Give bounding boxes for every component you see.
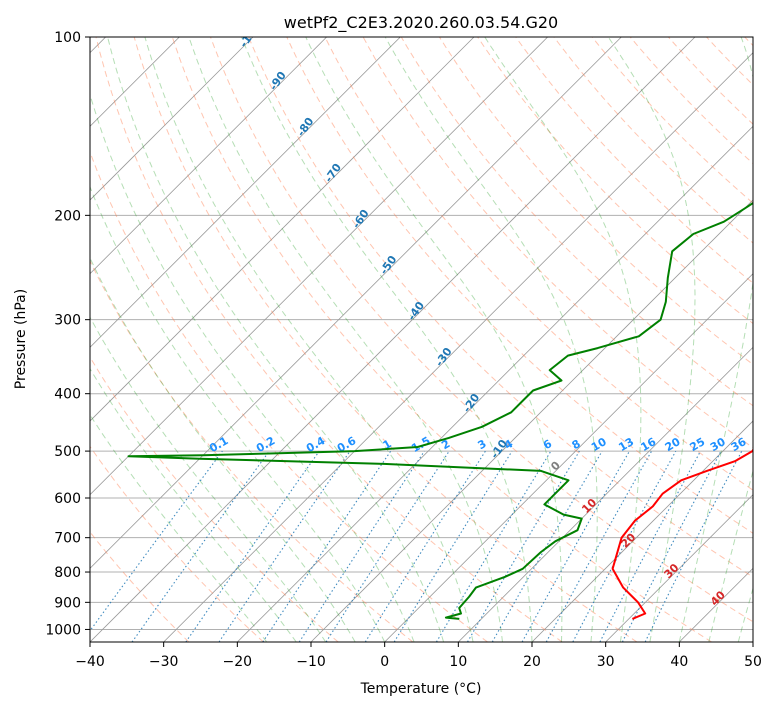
y-tick-label: 600 — [54, 491, 81, 507]
mixing-ratio-line — [325, 450, 450, 642]
mixing-ratio-line — [393, 450, 513, 642]
dry-adiabat-line — [324, 37, 753, 491]
isotherm-line — [237, 125, 753, 642]
mixing-ratio-line — [521, 450, 630, 642]
y-tick-label: 900 — [54, 595, 81, 611]
x-tick-label: 10 — [449, 654, 467, 670]
y-axis: 100 200 300 400 500 600 700 800 900 1000 — [45, 30, 90, 638]
moist-adiabat-line — [484, 37, 642, 642]
y-tick-label: 800 — [54, 565, 81, 581]
mixing-ratio-line — [298, 450, 425, 642]
dry-adiabat-line — [90, 445, 264, 642]
mixing-ratio-line — [218, 450, 351, 642]
x-tick-label: 0 — [380, 654, 389, 670]
x-axis-title: Temperature (°C) — [360, 681, 482, 697]
isotherm-line — [458, 346, 753, 642]
dry-adiabat-line — [515, 37, 753, 284]
moist-adiabat-line — [107, 37, 445, 642]
y-axis-title: Pressure (hPa) — [13, 289, 29, 389]
temperature-profile — [611, 448, 753, 620]
isotherm-line — [384, 273, 753, 642]
moist-adiabat-line — [708, 469, 753, 642]
y-tick-label: 300 — [54, 313, 81, 329]
isotherm-line — [90, 37, 622, 569]
x-tick-label: 20 — [523, 654, 541, 670]
isotherm-line — [90, 37, 327, 275]
moist-adiabat-line — [607, 37, 696, 642]
y-tick-label: 200 — [54, 208, 81, 224]
x-tick-label: 30 — [597, 654, 615, 670]
moist-adiabat-line — [241, 37, 533, 642]
moist-adiabat-line — [90, 367, 297, 642]
moist-adiabat-line — [305, 37, 563, 642]
dry-adiabat-line — [248, 37, 753, 578]
dry-adiabat-line — [400, 37, 753, 407]
dry-adiabat-line — [133, 37, 638, 642]
isotherm-line — [90, 37, 401, 348]
mixing-ratio-line — [545, 450, 653, 642]
x-tick-label: 50 — [744, 654, 762, 670]
mixing-ratio-line — [185, 450, 320, 642]
x-tick-label: −30 — [149, 654, 179, 670]
mixing-ratio-line — [262, 450, 392, 642]
chart-title: wetPf2_C2E3.2020.260.03.54.G20 — [284, 13, 558, 33]
x-axis: −40 −30 −20 −10 0 10 20 30 40 50 — [75, 642, 762, 670]
y-tick-label: 100 — [54, 30, 81, 46]
isotherm-line — [752, 641, 753, 642]
dry-adiabat-line — [171, 37, 712, 642]
dry-adiabat-line — [362, 37, 753, 449]
moist-adiabat-line — [90, 185, 386, 642]
moist-adiabat-line — [144, 37, 474, 642]
isotherm-line — [90, 37, 696, 642]
mixing-ratio-line — [90, 450, 223, 632]
moist-adiabat-line — [90, 414, 268, 642]
dry-adiabat-line — [629, 37, 753, 165]
x-tick-label: 40 — [670, 654, 688, 670]
y-tick-label: 1000 — [45, 622, 81, 638]
plot-frame — [89, 36, 754, 643]
x-tick-label: −10 — [296, 654, 326, 670]
isotherm-line — [531, 420, 753, 642]
isotherm-line — [605, 494, 753, 642]
mixing-ratio-line — [644, 450, 743, 642]
dewpoint-profile — [127, 201, 753, 620]
x-tick-label: −20 — [223, 654, 253, 670]
dry-adiabat-line — [90, 259, 414, 642]
plot-background — [90, 37, 753, 642]
isotherm-line — [310, 199, 753, 642]
dry-adiabat-line — [95, 37, 563, 642]
dry-adiabat-line — [477, 37, 753, 325]
isotherm-line — [90, 37, 475, 422]
profile-lines — [127, 201, 753, 620]
y-tick-label: 400 — [54, 387, 81, 403]
moist-adiabat-line — [188, 37, 503, 642]
mixing-ratio-line — [131, 450, 270, 642]
dry-adiabat-line — [210, 37, 753, 623]
x-tick-label: −40 — [75, 654, 105, 670]
moist-adiabat-line — [678, 37, 753, 642]
y-tick-label: 500 — [54, 444, 81, 460]
isotherm-line — [90, 37, 548, 496]
dry-adiabat-line — [591, 37, 753, 204]
y-tick-label: 700 — [54, 531, 81, 547]
moist-adiabat-line — [384, 37, 598, 642]
isotherm-line — [163, 52, 753, 642]
isotherm-line — [90, 37, 254, 201]
